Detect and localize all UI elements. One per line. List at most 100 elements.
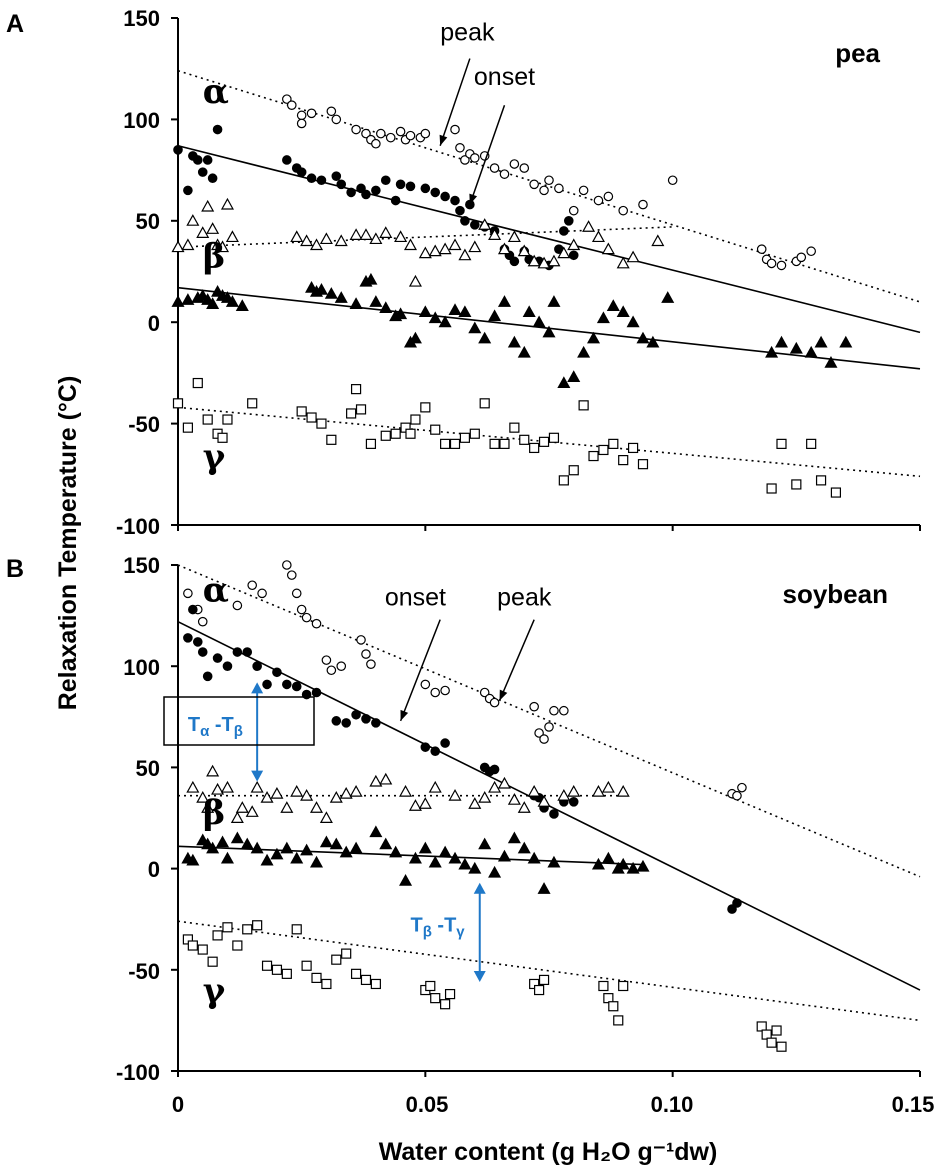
panel-a-point-open-circle xyxy=(306,108,317,119)
panel-a-point-open-triangle xyxy=(319,232,333,245)
panel-a-point-filled-circle xyxy=(361,189,371,200)
panel-a-point-open-triangle xyxy=(478,218,492,230)
panel-a-point-filled-triangle xyxy=(804,345,818,358)
panel-a-point-filled-triangle xyxy=(408,331,422,344)
panel-a-point-filled-triangle xyxy=(225,295,239,307)
panel-b-point-open-circle xyxy=(326,665,337,676)
panel-a-point-filled-circle xyxy=(346,187,356,198)
x-tick: 0 xyxy=(172,1092,184,1117)
panel-a-point-filled-circle xyxy=(460,216,470,226)
panel-a-point-open-circle xyxy=(286,100,297,111)
panel-b-difference-label: Tα -Tβ xyxy=(188,714,243,740)
panel-b-point-filled-circle xyxy=(361,714,371,724)
panel-b-point-filled-triangle xyxy=(497,849,511,862)
panel-a-point-open-circle xyxy=(460,155,470,165)
panel-a-point-filled-circle xyxy=(316,175,327,186)
panel-a-point-open-circle xyxy=(806,246,816,257)
panel-a-point-open-circle xyxy=(296,118,307,129)
panel-b-point-open-triangle xyxy=(245,805,259,817)
panel-b-point-open-square xyxy=(613,1015,624,1026)
panel-b-point-open-circle xyxy=(440,685,450,696)
panel-b-point-filled-circle xyxy=(371,718,381,728)
panel-a-point-open-square xyxy=(568,465,579,476)
panel-b-point-open-triangle xyxy=(507,793,521,805)
panel-b-point-open-square xyxy=(331,954,342,965)
panel-b-point-open-circle xyxy=(301,612,312,623)
panel-b-point-open-circle xyxy=(356,635,366,645)
panel-a-point-open-square xyxy=(459,432,471,443)
panel-a-point-filled-triangle xyxy=(557,376,571,389)
panel-a-point-open-square xyxy=(499,438,510,449)
panel-a-annotation-onset: onset xyxy=(474,63,535,91)
panel-a-data-points xyxy=(171,94,853,498)
panel-a-point-open-triangle xyxy=(216,240,230,253)
panel-b-point-open-square xyxy=(271,964,283,975)
panel-b-point-open-triangle xyxy=(235,801,249,813)
panel-b-point-filled-triangle xyxy=(408,851,422,864)
panel-b-point-filled-triangle xyxy=(438,845,452,858)
x-tick: 0.05 xyxy=(406,1092,449,1117)
panel-b-point-open-square xyxy=(608,1001,619,1012)
panel-a-point-open-triangle xyxy=(309,238,324,251)
panel-b-point-filled-circle xyxy=(202,671,213,682)
panel-a-point-open-circle xyxy=(603,191,614,202)
panel-b-point-open-circle xyxy=(361,649,371,659)
panel-b-point-filled-triangle xyxy=(478,837,492,850)
panel-b-difference-label-part: β xyxy=(234,723,243,740)
panel-a-y-tick: -50 xyxy=(128,412,160,437)
panel-b-point-open-triangle xyxy=(196,791,210,803)
panel-b-point-filled-triangle xyxy=(389,845,403,858)
panel-a-point-open-square xyxy=(588,450,599,462)
panel-b-point-open-triangle xyxy=(300,789,314,801)
panel-b-difference-label-part: T xyxy=(410,914,422,936)
panel-b-point-open-square xyxy=(222,922,233,933)
panel-b-point-filled-triangle xyxy=(186,853,200,866)
panel-b-point-filled-triangle xyxy=(547,855,561,868)
panel-b-point-open-square xyxy=(207,956,218,967)
panel-a-point-open-square xyxy=(578,400,589,411)
panel-a-point-open-square xyxy=(202,414,213,425)
panel-b-point-open-circle xyxy=(737,782,747,793)
panel-a-point-filled-triangle xyxy=(587,331,601,344)
panel-b-point-filled-triangle xyxy=(349,841,363,854)
panel-a-point-open-triangle xyxy=(186,214,200,226)
panel-a-point-open-square xyxy=(355,404,367,415)
panel-a-point-filled-triangle xyxy=(765,345,779,358)
panel-b-point-open-circle xyxy=(549,705,559,716)
panel-a-point-open-square xyxy=(346,408,357,419)
panel-a-point-filled-circle xyxy=(207,173,218,184)
panel-a-point-open-triangle xyxy=(428,244,442,257)
panel-b-title: soybean xyxy=(783,579,889,609)
panel-a-point-open-triangle xyxy=(300,234,314,247)
panel-a-point-open-circle xyxy=(376,128,386,139)
panel-b-point-open-triangle xyxy=(270,786,284,799)
panel-a-point-open-triangle xyxy=(206,222,220,234)
panel-a-point-open-square xyxy=(420,402,431,413)
panel-b-point-open-circle xyxy=(197,616,208,627)
panel-b-point-filled-circle xyxy=(192,637,203,647)
panel-a-point-filled-triangle xyxy=(334,291,348,303)
panel-a-y-tick: 100 xyxy=(123,108,160,133)
panel-a-point-open-square xyxy=(618,455,629,466)
panel-a-point-open-square xyxy=(479,398,490,409)
panel-b-annotations: onset peak xyxy=(385,583,552,722)
panel-a-point-open-circle xyxy=(469,153,480,163)
panel-a-point-filled-triangle xyxy=(235,299,249,311)
panel-a-point-filled-triangle xyxy=(394,307,408,320)
panel-a-point-filled-circle xyxy=(440,191,450,202)
panel-a-point-filled-circle xyxy=(405,181,416,192)
panel-b-point-open-triangle xyxy=(309,801,324,813)
panel-a-point-filled-triangle xyxy=(626,315,640,328)
panel-a-point-open-square xyxy=(296,406,307,417)
panel-b-point-filled-triangle xyxy=(458,857,472,870)
panel-a-y-tick: 150 xyxy=(123,6,160,31)
panel-a-fit-lines xyxy=(177,69,921,478)
panel-a-point-open-triangle xyxy=(591,230,605,243)
panel-b-y-tick: 50 xyxy=(136,756,160,781)
panel-b-axes xyxy=(171,564,921,1077)
panel-a-point-open-circle xyxy=(296,110,307,121)
panel-a-point-open-triangle xyxy=(601,242,615,255)
panel-a-point-open-square xyxy=(806,438,817,449)
panel-b-point-filled-triangle xyxy=(379,837,393,850)
panel-a-annotations: peak onset xyxy=(439,18,535,205)
